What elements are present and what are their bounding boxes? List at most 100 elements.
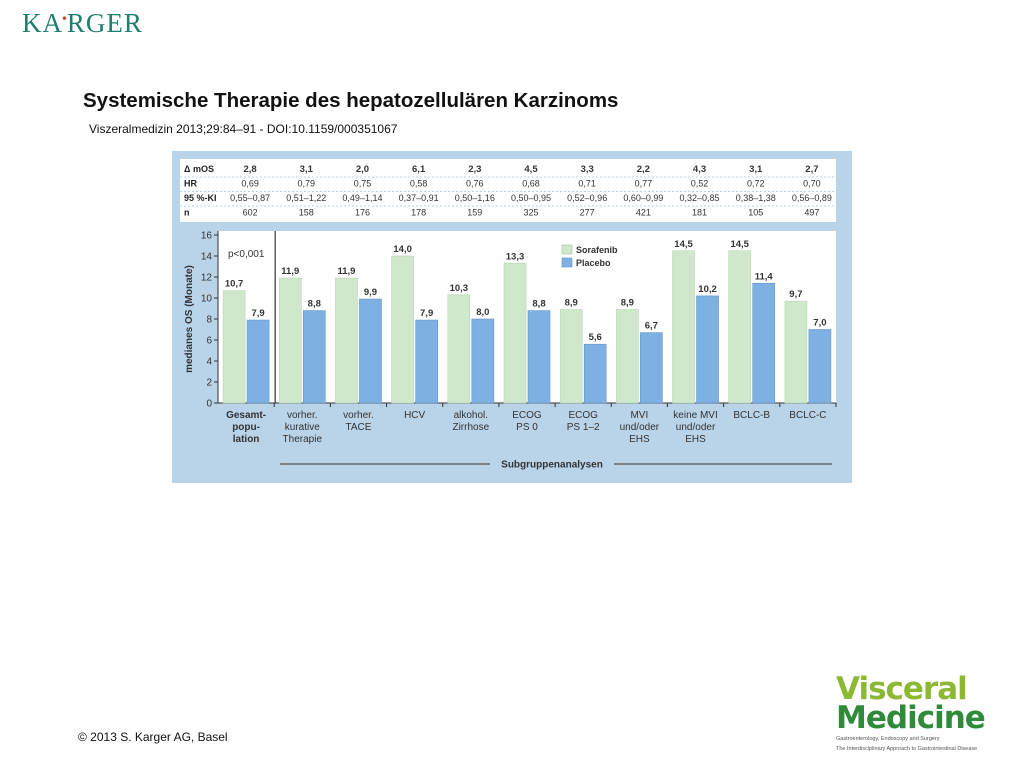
- y-tick-label: 0: [206, 399, 212, 410]
- bar-value-label: 8,0: [476, 307, 489, 318]
- x-category-label: keine MVI: [673, 410, 717, 421]
- table-cell: 0,32–0,85: [680, 193, 720, 203]
- y-tick-label: 4: [206, 357, 212, 368]
- table-cell: 0,52: [691, 179, 709, 189]
- table-cell: 0,49–1,14: [342, 193, 382, 203]
- bar-value-label: 8,9: [565, 298, 578, 309]
- bar-value-label: 11,4: [755, 271, 774, 282]
- table-cell: 602: [243, 208, 258, 218]
- table-cell: 4,5: [524, 164, 538, 175]
- table-cell: 178: [411, 208, 426, 218]
- logo-line-1: Visceral: [836, 671, 968, 707]
- x-category-label: alkohol.: [454, 410, 488, 421]
- x-category-label: TACE: [345, 422, 371, 433]
- bar-sorafenib: [559, 309, 583, 404]
- legend-label: Sorafenib: [576, 245, 618, 255]
- table-cell: 325: [523, 208, 538, 218]
- os-bar-chart: Δ mOS 2,8 3,1 2,0 6,1 2,3 4,5 3,3 2,2 4,3 3,1 2,7 HR…: [180, 159, 837, 471]
- table-cell: 2,0: [356, 164, 369, 175]
- bar-value-label: 14,5: [674, 239, 693, 250]
- bar-sorafenib: [222, 290, 246, 404]
- x-category-label: vorher.: [287, 410, 318, 421]
- bar-sorafenib: [278, 277, 302, 404]
- y-tick-label: 10: [201, 294, 213, 305]
- y-tick-label: 6: [206, 336, 212, 347]
- bar-placebo: [640, 332, 663, 404]
- figure-panel: Δ mOS 2,8 3,1 2,0 6,1 2,3 4,5 3,3 2,2 4,3 3,1 2,7 HR…: [172, 151, 852, 483]
- bar-sorafenib: [728, 250, 752, 404]
- table-cell: 2,3: [468, 164, 481, 175]
- logo-line-2: Medicine: [836, 700, 986, 736]
- table-cell: 0,70: [803, 179, 821, 189]
- bar-sorafenib: [616, 309, 639, 404]
- x-category-label: HCV: [404, 410, 425, 421]
- bar-placebo: [471, 318, 495, 404]
- table-cell: 0,50–1,16: [455, 193, 495, 203]
- logo-tagline-1: Gastroenterology, Endoscopy and Surgery: [836, 736, 940, 742]
- table-cell: 0,38–1,38: [736, 193, 776, 203]
- x-category-label: und/oder: [620, 422, 660, 433]
- bar-sorafenib: [784, 300, 808, 404]
- page-title: Systemische Therapie des hepatozelluläre…: [83, 89, 619, 112]
- visceral-medicine-logo: Visceral Medicine Gastroenterology, Endo…: [836, 671, 1011, 753]
- table-cell: 176: [355, 208, 370, 218]
- x-category-label: EHS: [685, 434, 706, 445]
- x-category-label: Zirrhose: [452, 422, 489, 433]
- bar-value-label: 5,6: [589, 332, 602, 343]
- table-cell: 2,2: [637, 164, 650, 175]
- table-cell: 0,75: [354, 179, 372, 189]
- bar-value-label: 13,3: [506, 251, 525, 262]
- x-category-label: EHS: [629, 434, 650, 445]
- table-row-label: 95 %-KI: [184, 193, 217, 203]
- x-category-label: und/oder: [676, 422, 716, 433]
- x-category-label: ECOG: [568, 410, 598, 421]
- table-cell: 0,68: [522, 179, 540, 189]
- y-tick-label: 12: [201, 273, 213, 284]
- bar-value-label: 8,8: [308, 299, 321, 310]
- x-category-label: kurative: [285, 422, 320, 433]
- bar-placebo: [696, 295, 719, 404]
- table-cell: 421: [636, 208, 651, 218]
- bar-placebo: [302, 310, 326, 404]
- table-cell: 159: [467, 208, 482, 218]
- y-tick-label: 2: [206, 378, 212, 389]
- bar-value-label: 8,8: [532, 299, 545, 310]
- table-cell: 0,56–0,89: [792, 193, 832, 203]
- karger-logo: KA•RGER: [22, 8, 143, 38]
- table-cell: 0,50–0,95: [511, 193, 551, 203]
- table-cell: 4,3: [693, 164, 706, 175]
- table-cell: 0,76: [466, 179, 484, 189]
- table-cell: 0,79: [298, 179, 316, 189]
- table-cell: 0,77: [635, 179, 653, 189]
- x-category-label: Therapie: [283, 434, 323, 445]
- x-category-label: BCLC-B: [733, 410, 770, 421]
- bar-value-label: 7,0: [813, 318, 826, 329]
- bar-value-label: 9,7: [789, 289, 802, 300]
- table-cell: 105: [748, 208, 763, 218]
- table-cell: 0,58: [410, 179, 428, 189]
- table-cell: 3,1: [749, 164, 763, 175]
- bar-value-label: 9,9: [364, 287, 377, 298]
- table-cell: 0,55–0,87: [230, 193, 270, 203]
- table-cell: 0,72: [747, 179, 765, 189]
- table-cell: 0,71: [578, 179, 596, 189]
- bar-sorafenib: [391, 255, 414, 404]
- citation: Viszeralmedizin 2013;29:84–91 - DOI:10.1…: [89, 122, 398, 136]
- p-value-label: p<0,001: [228, 249, 265, 260]
- bar-placebo: [583, 343, 607, 404]
- x-category-label: lation: [233, 434, 260, 445]
- bar-sorafenib: [335, 277, 358, 404]
- bar-value-label: 8,9: [621, 298, 634, 309]
- bar-placebo: [752, 283, 776, 404]
- table-cell: 277: [580, 208, 595, 218]
- legend-label: Placebo: [576, 258, 611, 268]
- table-cell: 0,69: [241, 179, 259, 189]
- y-tick-label: 8: [206, 315, 212, 326]
- table-row-label: HR: [184, 179, 197, 189]
- legend-swatch: [561, 257, 573, 268]
- x-category-label: MVI: [630, 410, 648, 421]
- bar-placebo: [359, 298, 382, 404]
- x-axis-label: Subgruppenanalysen: [501, 460, 603, 471]
- bar-placebo: [415, 319, 438, 404]
- y-tick-label: 14: [201, 252, 213, 263]
